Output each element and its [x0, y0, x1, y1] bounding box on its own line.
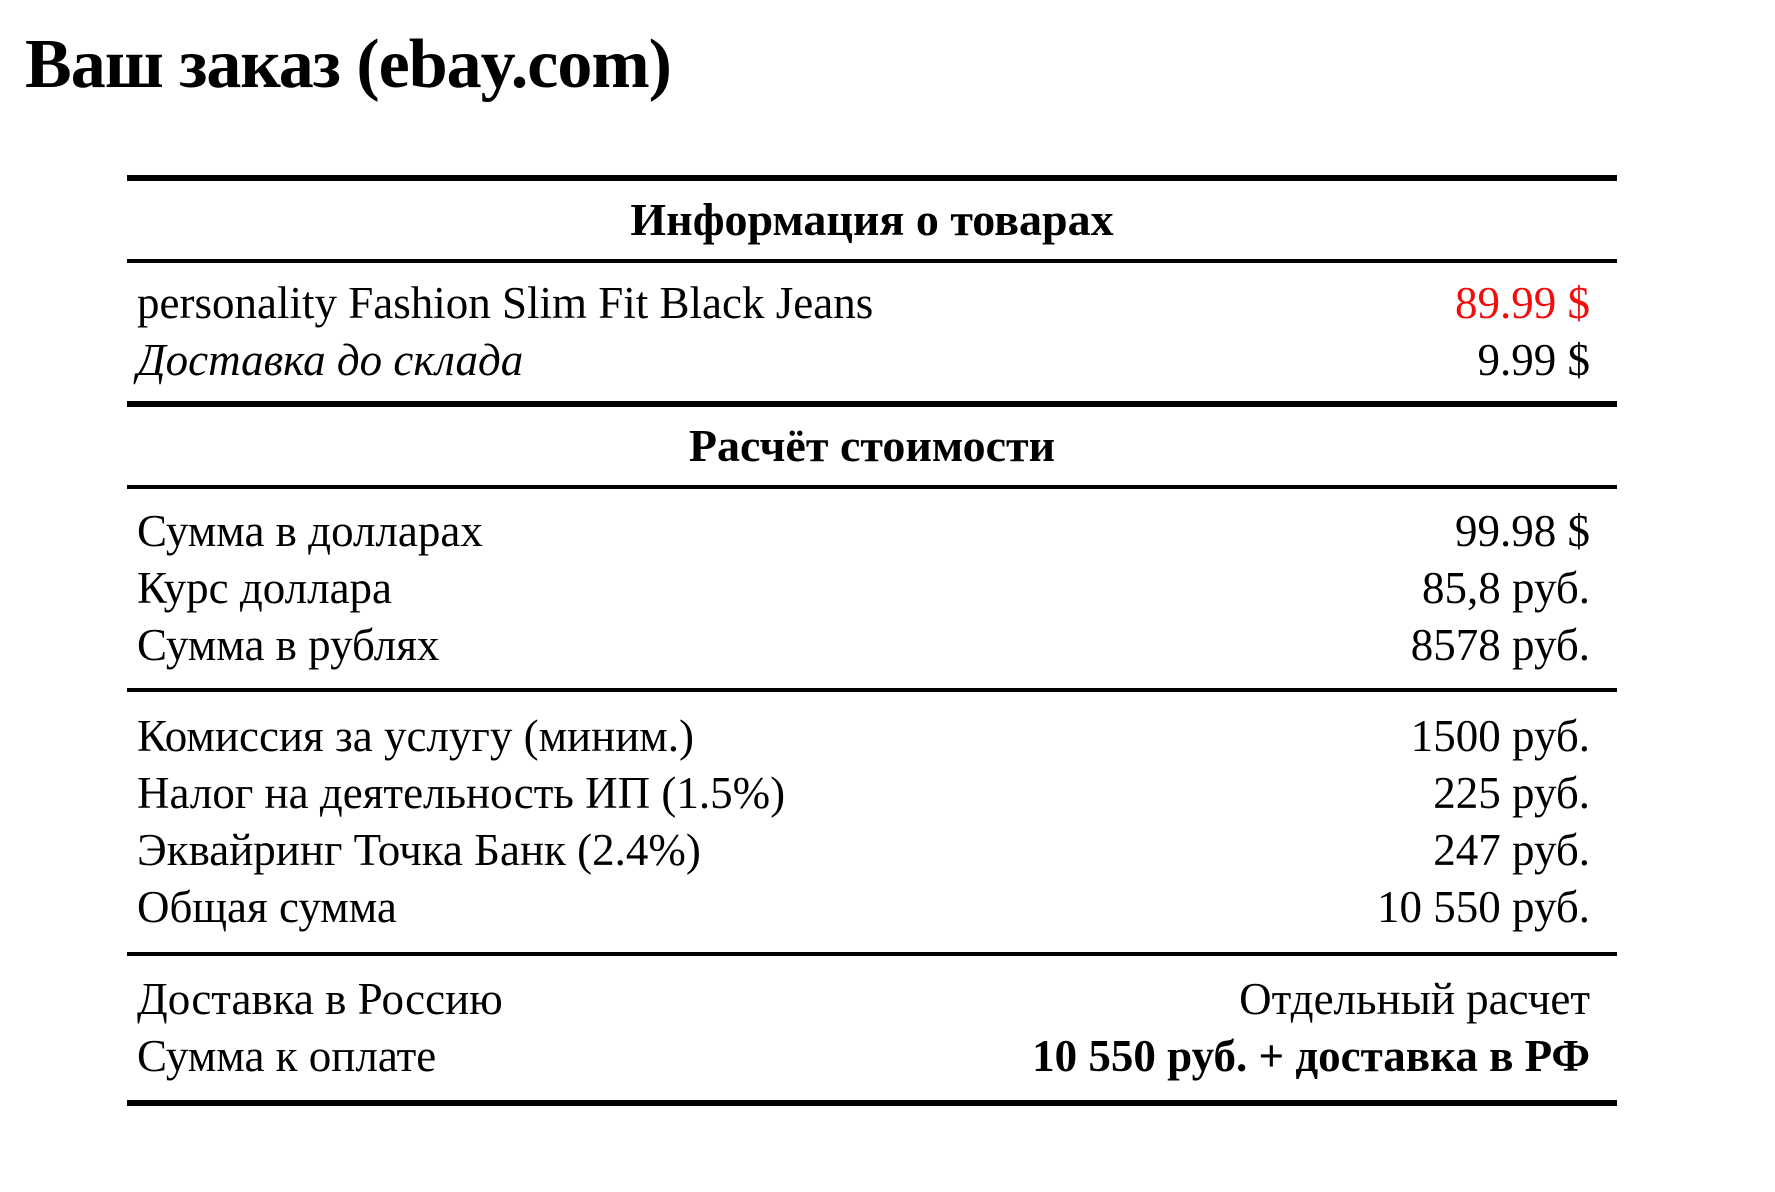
section-header-products: Информация о товарах [630, 194, 1114, 245]
table-row-warehouse-delivery: Доставка до склада 9.99 $ [127, 332, 1617, 389]
usd-total-value: 99.98 $ [1455, 506, 1590, 556]
rub-total-label: Сумма в рублях [137, 620, 440, 670]
calc-rows-fees: Комиссия за услугу (миним.) 1500 руб. На… [127, 692, 1617, 952]
payable-label: Сумма к оплате [137, 1031, 437, 1081]
divider-after-products-header [127, 259, 1617, 263]
grand-total-value: 10 550 руб. [1377, 882, 1590, 932]
warehouse-delivery-label: Доставка до склада [137, 335, 524, 385]
divider-before-fees [127, 688, 1617, 692]
usd-total-label: Сумма в долларах [137, 506, 483, 556]
divider-top [127, 175, 1617, 181]
page-title: Ваш заказ (ebay.com) [25, 26, 672, 103]
table-row-tax: Налог на деятельность ИП (1.5%) 225 руб. [127, 765, 1617, 822]
table-row-rub-total: Сумма в рублях 8578 руб. [127, 617, 1617, 674]
usd-rate-value: 85,8 руб. [1422, 563, 1590, 613]
grand-total-label: Общая сумма [137, 882, 397, 932]
product-price: 89.99 $ [1455, 278, 1590, 328]
acquiring-label: Эквайринг Точка Банк (2.4%) [137, 825, 701, 875]
table-row-usd-total: Сумма в долларах 99.98 $ [127, 503, 1617, 560]
table-row-jeans: personality Fashion Slim Fit Black Jeans… [127, 275, 1617, 332]
tax-value: 225 руб. [1433, 768, 1590, 818]
table-row-payable: Сумма к оплате 10 550 руб. + доставка в … [127, 1028, 1617, 1085]
russia-delivery-value: Отдельный расчет [1239, 974, 1590, 1024]
table-row-acquiring: Эквайринг Точка Банк (2.4%) 247 руб. [127, 822, 1617, 879]
section-header-calculation: Расчёт стоимости [688, 420, 1056, 471]
acquiring-value: 247 руб. [1433, 825, 1590, 875]
summary-rows: Доставка в Россию Отдельный расчет Сумма… [127, 956, 1617, 1100]
table-row-service-fee: Комиссия за услугу (миним.) 1500 руб. [127, 708, 1617, 765]
service-fee-value: 1500 руб. [1410, 711, 1590, 761]
product-name: personality Fashion Slim Fit Black Jeans [137, 278, 874, 328]
service-fee-label: Комиссия за услугу (миним.) [137, 711, 695, 761]
payable-value: 10 550 руб. + доставка в РФ [1032, 1031, 1590, 1081]
calc-rows-currency: Сумма в долларах 99.98 $ Курс доллара 85… [127, 489, 1617, 688]
usd-rate-label: Курс доллара [137, 563, 393, 613]
order-summary-page: Ваш заказ (ebay.com) Информация о товара… [0, 24, 1775, 1106]
divider-before-summary [127, 952, 1617, 956]
table-row-russia-delivery: Доставка в Россию Отдельный расчет [127, 971, 1617, 1028]
product-rows: personality Fashion Slim Fit Black Jeans… [127, 263, 1617, 401]
table-row-grand-total: Общая сумма 10 550 руб. [127, 879, 1617, 936]
rub-total-value: 8578 руб. [1410, 620, 1590, 670]
tax-label: Налог на деятельность ИП (1.5%) [137, 768, 786, 818]
divider-bottom [127, 1100, 1617, 1106]
divider-after-calc-header [127, 485, 1617, 489]
russia-delivery-label: Доставка в Россию [137, 974, 503, 1024]
order-table: Информация о товарах personality Fashion… [127, 175, 1617, 1106]
table-row-usd-rate: Курс доллара 85,8 руб. [127, 560, 1617, 617]
warehouse-delivery-price: 9.99 $ [1477, 335, 1591, 385]
divider-before-calc-header [127, 401, 1617, 407]
